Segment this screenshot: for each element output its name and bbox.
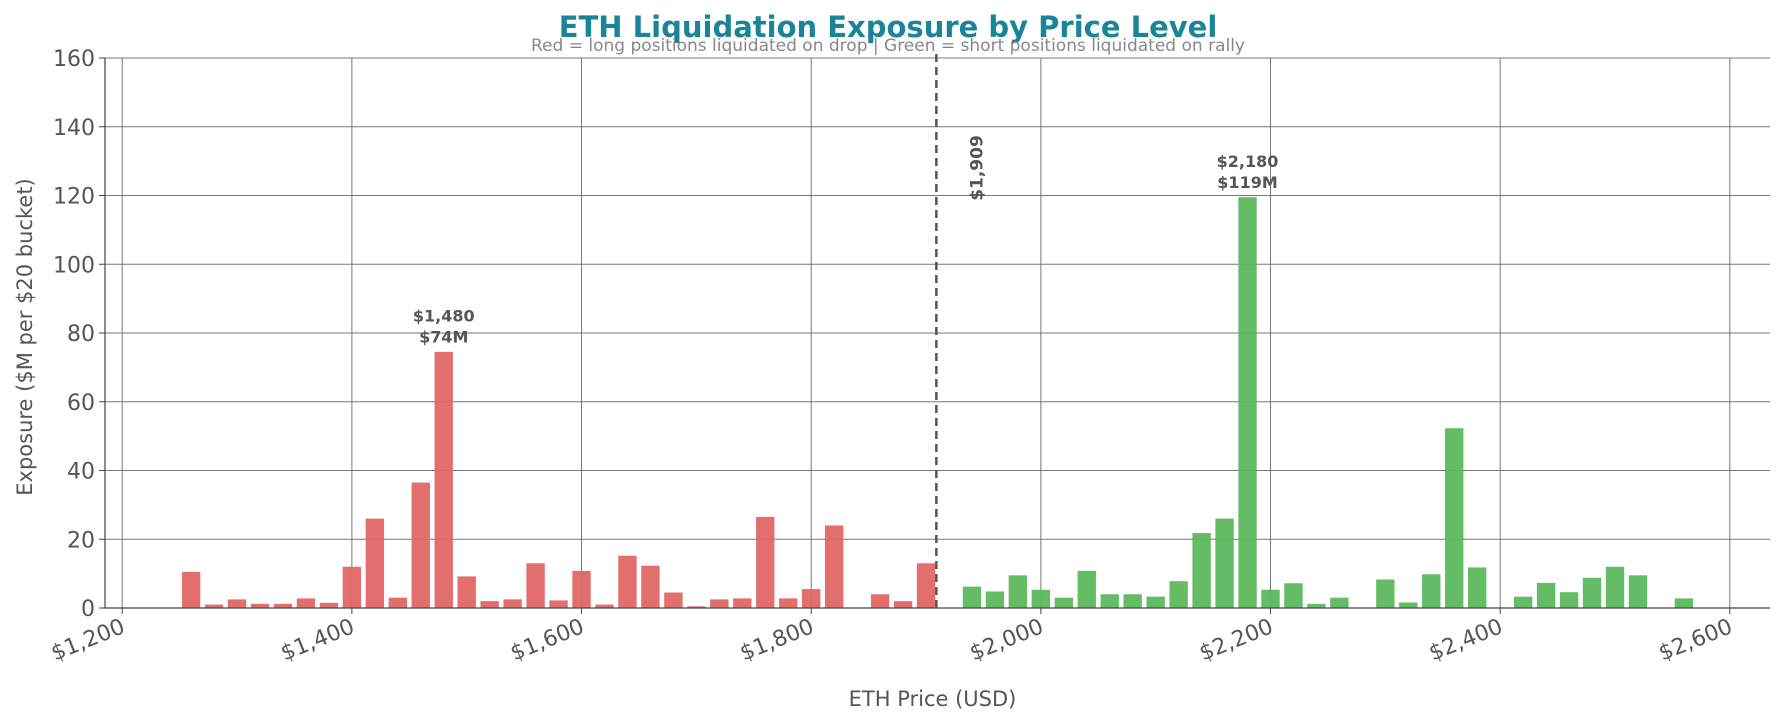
bar — [664, 592, 683, 608]
x-tick-label: $2,000 — [966, 614, 1047, 666]
bar — [985, 591, 1005, 608]
y-tick-label: 0 — [81, 597, 95, 622]
x-tick-label: $2,600 — [1655, 614, 1736, 666]
bar — [1582, 577, 1602, 608]
bar — [1031, 589, 1051, 608]
x-axis-title: ETH Price (USD) — [849, 687, 1017, 711]
bar — [756, 516, 775, 608]
y-tick-label: 120 — [53, 185, 95, 210]
y-tick-label: 160 — [53, 47, 95, 72]
bar — [1192, 533, 1211, 608]
x-tick-label: $1,200 — [48, 614, 129, 666]
bar — [1307, 603, 1326, 608]
bar — [365, 518, 385, 608]
bar — [595, 604, 614, 608]
bar — [549, 600, 568, 608]
bar — [1674, 598, 1694, 608]
bar — [204, 604, 224, 608]
bar — [893, 601, 913, 608]
bar — [1628, 575, 1648, 608]
bar — [227, 599, 247, 608]
peak-annotation-line: $1,480 — [413, 307, 475, 326]
current-price-label: $1,909 — [967, 135, 987, 201]
bar — [388, 597, 407, 608]
bar — [1559, 592, 1579, 608]
bar — [1008, 575, 1028, 608]
bar — [457, 576, 476, 608]
bar — [1054, 597, 1073, 608]
bar — [1513, 596, 1533, 608]
bar — [1077, 570, 1096, 608]
bar — [342, 566, 362, 608]
y-tick-label: 40 — [67, 460, 95, 485]
bar — [618, 555, 637, 608]
peak-annotation-line: $74M — [419, 328, 468, 347]
bar — [1215, 518, 1234, 608]
y-tick-label: 140 — [53, 116, 95, 141]
x-tick-label: $1,800 — [737, 614, 818, 666]
bar — [1169, 581, 1188, 608]
bar — [526, 563, 545, 608]
bar — [1399, 602, 1418, 608]
peak-annotation-line: $2,180 — [1217, 152, 1279, 171]
bar — [1100, 594, 1119, 608]
bar — [434, 351, 453, 608]
bar — [296, 598, 316, 608]
x-tick-label: $2,200 — [1196, 614, 1277, 666]
x-tick-label: $1,600 — [507, 614, 588, 666]
bar — [250, 603, 270, 608]
bar — [641, 565, 660, 608]
bar — [687, 606, 706, 608]
bar — [1238, 197, 1257, 608]
bar — [1376, 579, 1395, 608]
bar — [916, 563, 936, 608]
bar — [1445, 428, 1464, 608]
bar — [1330, 597, 1349, 608]
chart-subtitle: Red = long positions liquidated on drop … — [531, 36, 1245, 56]
chart-title: ETH Liquidation Exposure by Price Level — [558, 10, 1218, 44]
bar — [802, 589, 821, 608]
bar — [824, 525, 844, 608]
labels: 0 20 40 60 80 100 120 140 160 $1,200 $1,400 $1,600 $… — [13, 47, 1736, 711]
bar — [1468, 567, 1487, 608]
x-tick-label: $2,400 — [1426, 614, 1507, 666]
bar — [779, 598, 798, 608]
bar — [319, 602, 339, 608]
bar — [503, 599, 522, 608]
y-tick-label: 80 — [67, 322, 95, 347]
peak-annotation-line: $119M — [1217, 173, 1277, 192]
axes — [99, 54, 1770, 614]
y-tick-label: 60 — [67, 391, 95, 416]
bar — [1123, 594, 1142, 608]
bar — [710, 599, 729, 608]
bar — [273, 603, 293, 608]
bar — [1605, 566, 1625, 608]
bar — [962, 586, 982, 608]
bar — [480, 601, 499, 608]
bar — [572, 570, 591, 608]
bars — [181, 197, 1694, 608]
bar — [733, 598, 752, 608]
y-tick-label: 20 — [67, 528, 95, 553]
bar — [1422, 574, 1441, 608]
bar — [181, 571, 201, 608]
bar — [1261, 589, 1280, 608]
bar — [870, 594, 890, 608]
y-axis-title: Exposure ($M per $20 bucket) — [13, 178, 37, 496]
x-tick-label: $1,400 — [277, 614, 358, 666]
bar — [1536, 582, 1556, 608]
bar — [1284, 583, 1303, 608]
bar — [1146, 596, 1165, 608]
y-tick-label: 100 — [53, 253, 95, 278]
bar — [411, 482, 430, 608]
